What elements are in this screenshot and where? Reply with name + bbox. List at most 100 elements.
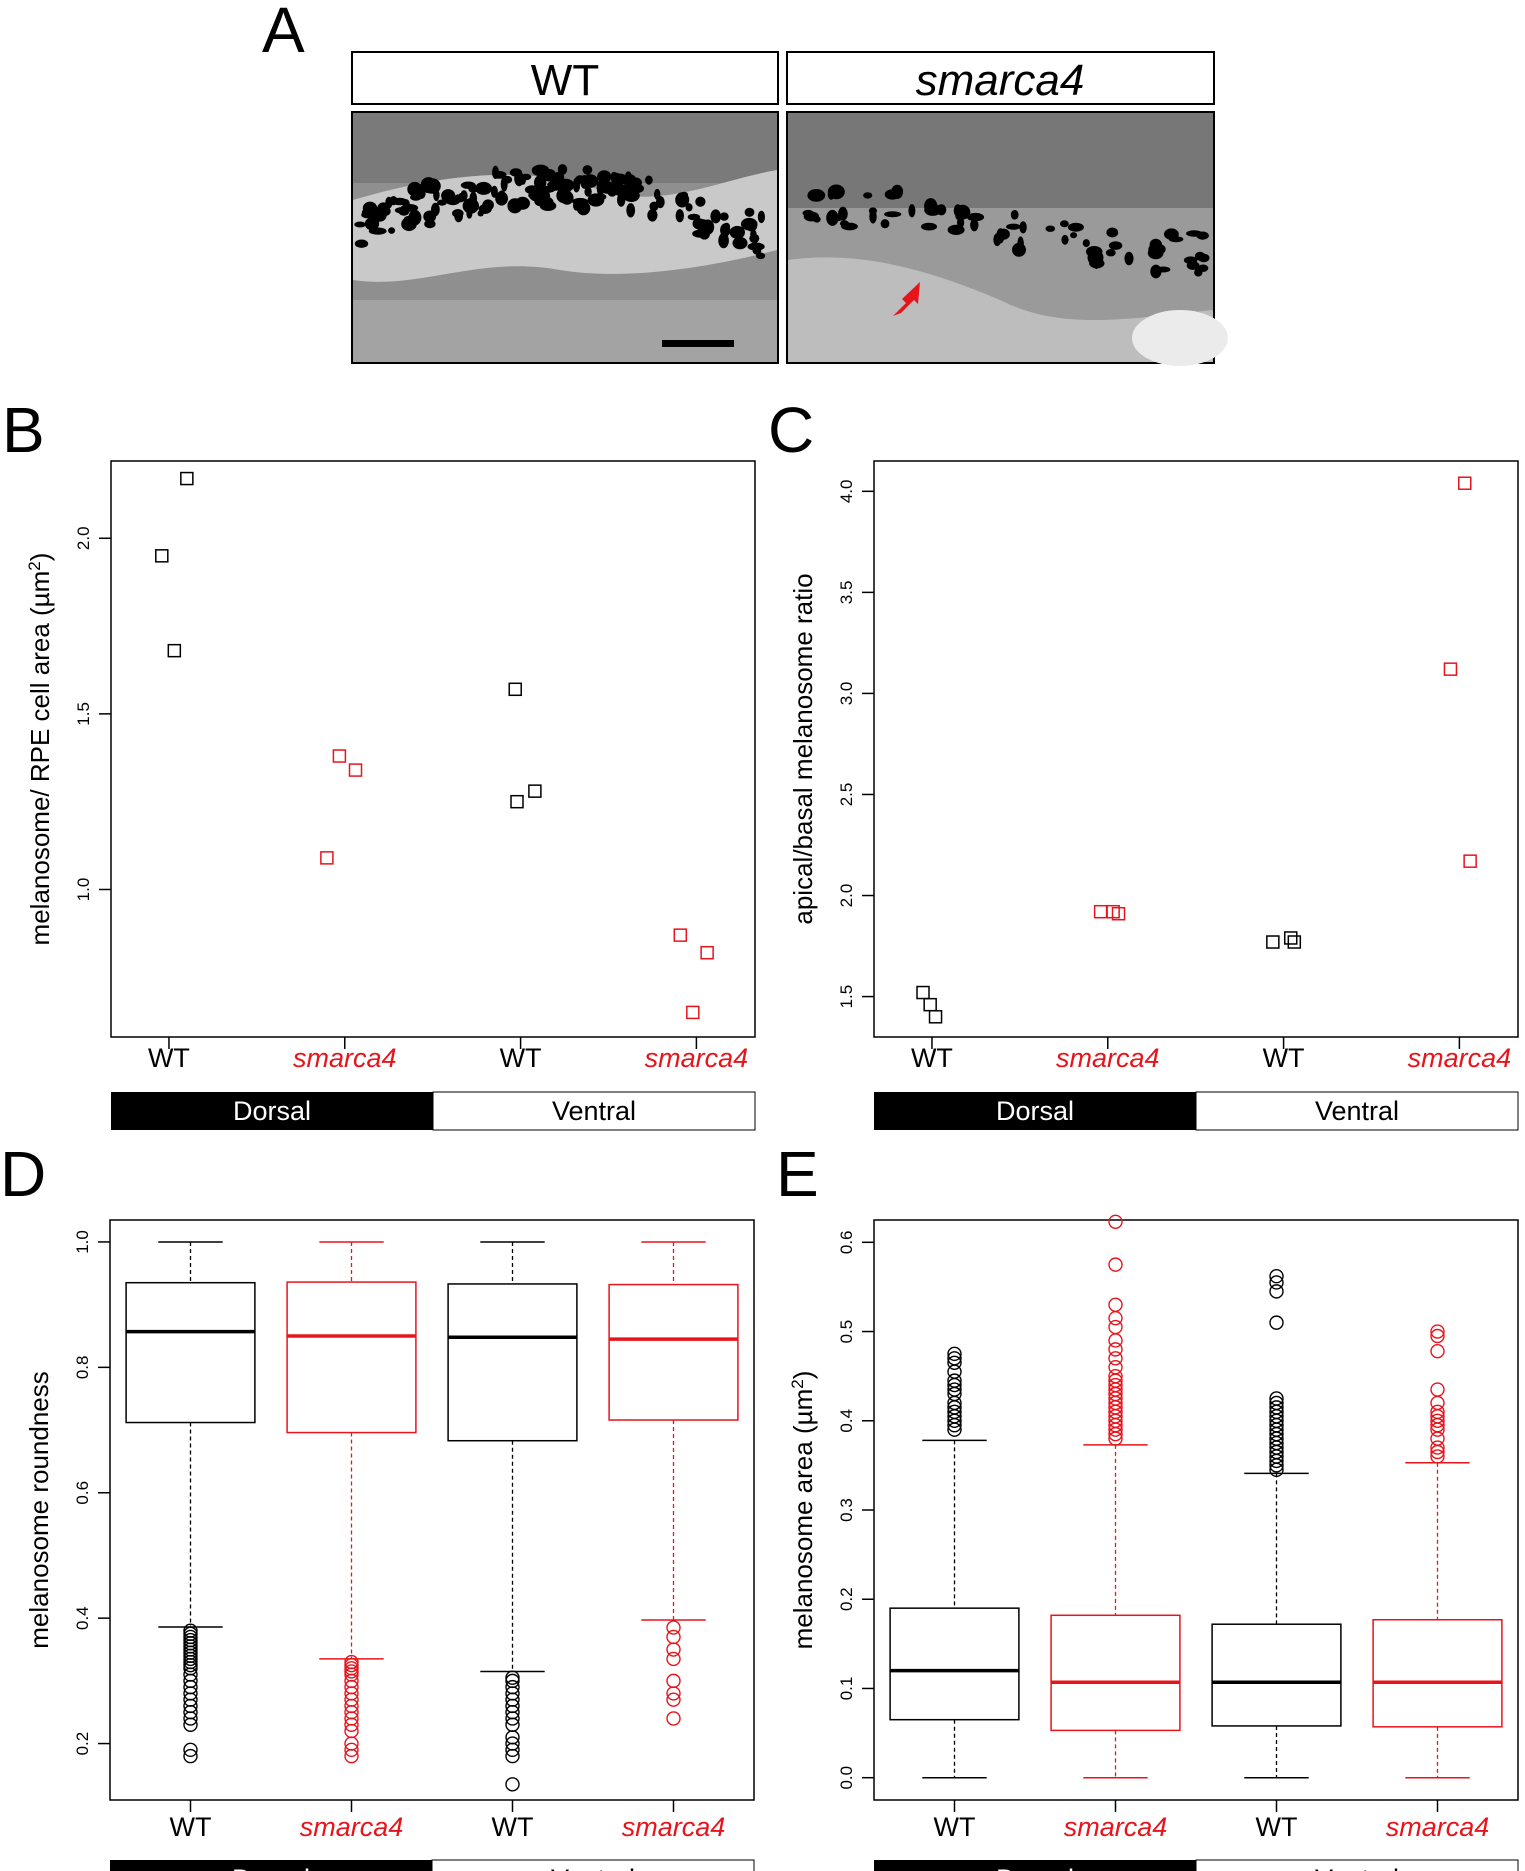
panel-a-letter: A <box>262 0 305 66</box>
data-point-b <box>348 763 363 777</box>
outlier-point <box>1108 1214 1123 1229</box>
melanosome-dot <box>354 221 366 228</box>
y-axis-label-e: melanosome area (µm2) <box>788 1371 819 1650</box>
group-band-dorsal-d <box>110 1860 432 1871</box>
melanosome-dot <box>416 188 426 200</box>
outlier-point <box>505 1748 520 1764</box>
group-band-ventral-d <box>431 1859 755 1871</box>
melanosome-dot <box>1060 220 1069 228</box>
outlier-point <box>1108 1368 1123 1384</box>
melanosome-dot <box>454 209 463 223</box>
melanosome-dot <box>542 173 559 182</box>
data-point-c <box>1443 662 1458 676</box>
group-label-ventral-c: Ventral <box>1315 1096 1399 1126</box>
y-tick-label-e: 0.4 <box>837 1409 856 1433</box>
outlier-point <box>1430 1382 1445 1397</box>
y-tick-label-d: 0.2 <box>73 1732 92 1756</box>
box-body <box>286 1281 417 1434</box>
melanosome-dot <box>1010 210 1019 220</box>
outlier-point <box>1430 1404 1445 1420</box>
outlier-point <box>1108 1297 1123 1312</box>
x-tick-label-e: smarca4 <box>1386 1812 1490 1842</box>
melanosome-dot <box>827 184 845 200</box>
outlier-point <box>1430 1328 1445 1344</box>
group-band-ventral-e <box>1195 1859 1519 1871</box>
y-tick-label-b: 1.5 <box>74 702 93 726</box>
outlier-point <box>947 1346 962 1362</box>
header-label-smarca4: smarca4 <box>916 56 1085 105</box>
melanosome-dot <box>1017 236 1024 252</box>
x-tick-label-d: smarca4 <box>300 1812 404 1842</box>
outlier-point <box>1269 1400 1284 1415</box>
melanosome-dot <box>869 209 877 224</box>
outlier-point <box>1430 1324 1445 1339</box>
panel-b-letter: B <box>2 394 45 466</box>
melanosome-dot <box>437 199 447 206</box>
melanosome-dot <box>446 198 460 206</box>
box-body <box>447 1283 578 1442</box>
micrograph-smarca4 <box>786 111 1228 366</box>
melanosome-dot <box>582 165 593 175</box>
outlier-point <box>505 1711 520 1726</box>
data-point-b <box>167 643 182 658</box>
data-point-c <box>923 997 937 1012</box>
melanosome-dot <box>1164 228 1179 240</box>
header-box-smarca4 <box>786 51 1215 105</box>
y-tick-label-c: 4.0 <box>837 479 856 503</box>
x-tick-label-c: smarca4 <box>1408 1043 1512 1073</box>
melanosome-dot <box>744 207 755 217</box>
melanosome-dot <box>957 217 965 229</box>
melanosome-dot <box>475 181 492 195</box>
header-label-wt: WT <box>531 56 599 105</box>
outlier-point <box>947 1355 962 1370</box>
x-tick-label-b: smarca4 <box>645 1043 749 1073</box>
outlier-point <box>666 1620 681 1635</box>
outlier-point <box>947 1373 962 1388</box>
melanosome-dot <box>364 217 380 231</box>
x-tick-label-c: smarca4 <box>1056 1043 1160 1073</box>
melanosome-dot <box>1196 231 1209 240</box>
group-band-ventral-c <box>1195 1091 1519 1131</box>
melanosome-dot <box>720 223 731 237</box>
outlier-point <box>666 1692 681 1707</box>
melanosome-dot <box>582 174 599 188</box>
group-label-ventral-d: Ventral <box>551 1864 635 1871</box>
melanosome-dot <box>802 209 814 217</box>
y-tick-label-e: 0.6 <box>837 1230 856 1254</box>
melanosome-dot <box>1045 225 1056 232</box>
outlier-point <box>183 1657 198 1673</box>
chart-d: 0.2 0.4 0.6 0.8 1.0 melanosome roundness WT sma… <box>24 1219 755 1871</box>
data-point-c <box>1266 935 1280 949</box>
y-tick-label-d: 0.8 <box>73 1356 92 1380</box>
melanosome-dot <box>528 192 544 200</box>
y-tick-label-c: 1.5 <box>837 985 856 1009</box>
outlier-point <box>1108 1333 1123 1348</box>
melanosome-dot <box>394 207 410 214</box>
x-tick-label-b: WT <box>500 1043 542 1073</box>
data-point-c <box>1287 935 1302 949</box>
melanosome-dot <box>477 210 484 217</box>
melanosome-dot <box>514 171 524 187</box>
melanosome-dot <box>757 210 766 224</box>
outlier-point <box>1430 1395 1445 1411</box>
melanosome-dot <box>749 233 760 244</box>
outlier-point <box>1269 1269 1284 1284</box>
group-label-dorsal-e: Dorsal <box>996 1864 1074 1871</box>
melanosome-dot <box>538 182 545 197</box>
melanosome-dot <box>573 201 580 211</box>
melanosome-dot <box>970 218 979 232</box>
melanosome-dot <box>515 196 530 210</box>
outlier-point <box>666 1629 681 1645</box>
data-point-b <box>320 851 334 865</box>
melanosome-dot <box>557 178 575 192</box>
box-d-0 <box>125 1241 256 1764</box>
group-label-dorsal-c: Dorsal <box>996 1096 1074 1126</box>
melanosome-dot <box>654 188 661 200</box>
melanosome-dot <box>1067 222 1084 232</box>
melanosome-dot <box>503 175 513 184</box>
melanosome-dot <box>401 217 417 232</box>
melanosome-dot <box>433 189 440 202</box>
melanosome-dot <box>1019 221 1027 234</box>
box-e-3 <box>1372 1324 1503 1779</box>
